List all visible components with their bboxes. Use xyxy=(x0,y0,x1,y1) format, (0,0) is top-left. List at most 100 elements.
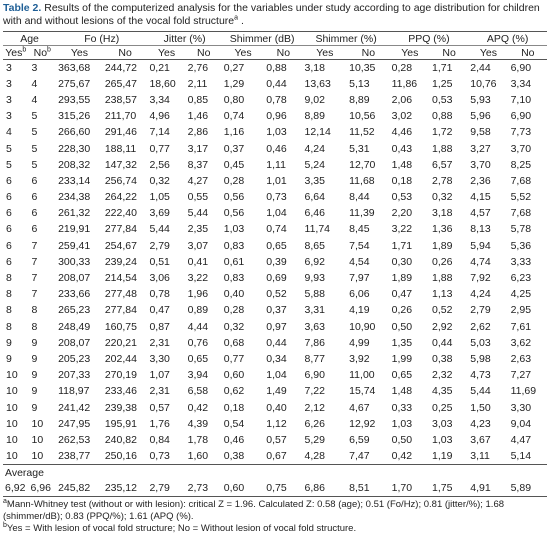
cell: 1,96 xyxy=(187,288,209,301)
cell: 1,16 xyxy=(223,126,245,139)
footnotes: aMann-Whitney test (without or with lesi… xyxy=(3,498,547,535)
cell: 0,47 xyxy=(149,304,170,317)
cell: 1,11 xyxy=(266,158,286,171)
cell: 3,62 xyxy=(510,336,532,349)
cell: 0,65 xyxy=(391,369,413,382)
cell: 0,37 xyxy=(223,142,245,155)
subheader-text: No xyxy=(197,46,211,59)
cell: 256,74 xyxy=(104,174,137,187)
cell: 1,12 xyxy=(266,417,287,430)
cell: 11,00 xyxy=(349,369,375,382)
cell: 4,96 xyxy=(149,110,170,123)
cell: 0,73 xyxy=(266,191,287,204)
subheader: No xyxy=(102,45,148,60)
cell: 1,99 xyxy=(391,352,413,365)
cell: 0,53 xyxy=(431,93,453,106)
cell: 0,28 xyxy=(223,174,245,187)
cell: 1,35 xyxy=(391,336,413,349)
cell: 10 xyxy=(6,385,18,398)
cell: 0,18 xyxy=(223,401,245,414)
cell: 1,25 xyxy=(431,77,453,90)
cell: 208,07 xyxy=(58,272,91,285)
cell: 5,88 xyxy=(304,288,325,301)
cell: 254,67 xyxy=(104,239,137,252)
cell: 5 xyxy=(31,158,38,171)
data-row: 6 6 233,14 256,74 0,32 4,27 0,28 1,01 3,35 11,68 0… xyxy=(3,173,547,189)
subheader: Yes xyxy=(147,45,186,60)
cell: 5,96 xyxy=(470,110,491,123)
cell: 9 xyxy=(31,352,38,365)
cell: 1,48 xyxy=(391,158,413,171)
subheader-mark: b xyxy=(47,46,51,53)
cell: 205,23 xyxy=(58,352,91,365)
cell: 10 xyxy=(6,433,18,446)
cell: 4,74 xyxy=(470,255,491,268)
header-row: Age Fo (Hz) Jitter (%) Shimmer (dB) Shimmer … xyxy=(3,31,547,46)
cell: 11,68 xyxy=(349,174,375,187)
cell: 160,75 xyxy=(104,320,137,333)
cell: 3,70 xyxy=(510,142,532,155)
cell: 4,35 xyxy=(431,385,453,398)
cell: 0,56 xyxy=(223,191,245,204)
subheader-row: Yesb Nob Yes No Yes No Yes No Yes No Yes No Yes No xyxy=(3,45,547,60)
cell: 10,56 xyxy=(349,110,376,123)
caption-text: Results of the computerized analysis for… xyxy=(3,2,540,27)
average-cell: 245,82 xyxy=(56,480,103,498)
cell: 1,49 xyxy=(266,385,287,398)
data-row: 3 4 275,67 265,47 18,60 2,11 1,29 0,44 13,63 5,13… xyxy=(3,76,547,92)
cell: 9 xyxy=(6,352,12,365)
cell: 207,33 xyxy=(58,369,91,382)
cell: 0,61 xyxy=(223,255,245,268)
table-body: 3 3 363,68 244,72 0,21 2,76 0,27 0,88 3,18 10,35 0… xyxy=(3,60,547,498)
caption: Table 2. Results of the computerized ana… xyxy=(3,2,547,28)
subheader: Yes xyxy=(56,45,103,60)
cell: 0,88 xyxy=(266,61,287,74)
data-row: 9 9 205,23 202,44 3,30 0,65 0,77 0,34 8,77 3,92 1,… xyxy=(3,351,547,367)
cell: 2,32 xyxy=(431,369,453,382)
cell: 0,40 xyxy=(266,401,287,414)
cell: 0,39 xyxy=(266,255,287,268)
cell: 10,35 xyxy=(349,61,376,74)
data-row: 10 10 247,95 195,91 1,76 4,39 0,54 1,12 6,26 12,9… xyxy=(3,416,547,432)
cell: 219,91 xyxy=(58,223,91,236)
cell: 10 xyxy=(31,449,44,462)
subheader: Yesb xyxy=(3,45,29,60)
cell: 6 xyxy=(31,207,38,220)
cell: 3,22 xyxy=(187,272,209,285)
cell: 0,37 xyxy=(266,304,287,317)
average-row: 6,92 6,96 245,82 235,12 2,79 2,73 0,60 0,75 6,86… xyxy=(3,480,547,498)
cell: 5,14 xyxy=(510,449,532,462)
subheader-text: No xyxy=(361,46,376,59)
cell: 0,80 xyxy=(223,93,245,106)
cell: 8 xyxy=(31,304,38,317)
cell: 0,77 xyxy=(149,142,170,155)
cell: 266,60 xyxy=(58,126,91,139)
data-row: 6 6 219,91 277,84 5,44 2,35 1,03 0,74 11,74 8,45 3… xyxy=(3,221,547,237)
data-row: 10 10 262,53 240,82 0,84 1,78 0,46 0,57 5,29 6,59… xyxy=(3,432,547,448)
cell: 7 xyxy=(31,239,38,252)
cell: 2,12 xyxy=(304,401,325,414)
average-cell: 5,89 xyxy=(508,480,547,498)
cell: 7,86 xyxy=(304,336,325,349)
cell: 0,46 xyxy=(266,142,287,155)
cell: 3,35 xyxy=(304,174,325,187)
cell: 3,69 xyxy=(149,207,170,220)
cell: 13,63 xyxy=(304,77,331,90)
cell: 0,74 xyxy=(223,110,245,123)
cell: 8,89 xyxy=(304,110,325,123)
cell: 9,02 xyxy=(304,93,325,106)
cell: 0,33 xyxy=(391,401,413,414)
cell: 241,42 xyxy=(58,401,91,414)
cell: 1,03 xyxy=(223,223,245,236)
subheader-text: Yes xyxy=(157,46,176,59)
cell: 4,24 xyxy=(304,142,325,155)
cell: 0,77 xyxy=(223,352,245,365)
cell: 6 xyxy=(6,191,12,204)
cell: 15,74 xyxy=(349,385,376,398)
average-cell: 0,60 xyxy=(221,480,265,498)
cell: 3,34 xyxy=(510,77,532,90)
cell: 264,22 xyxy=(104,191,137,204)
cell: 0,44 xyxy=(431,336,453,349)
cell: 0,56 xyxy=(223,207,245,220)
cell: 1,01 xyxy=(266,174,287,187)
